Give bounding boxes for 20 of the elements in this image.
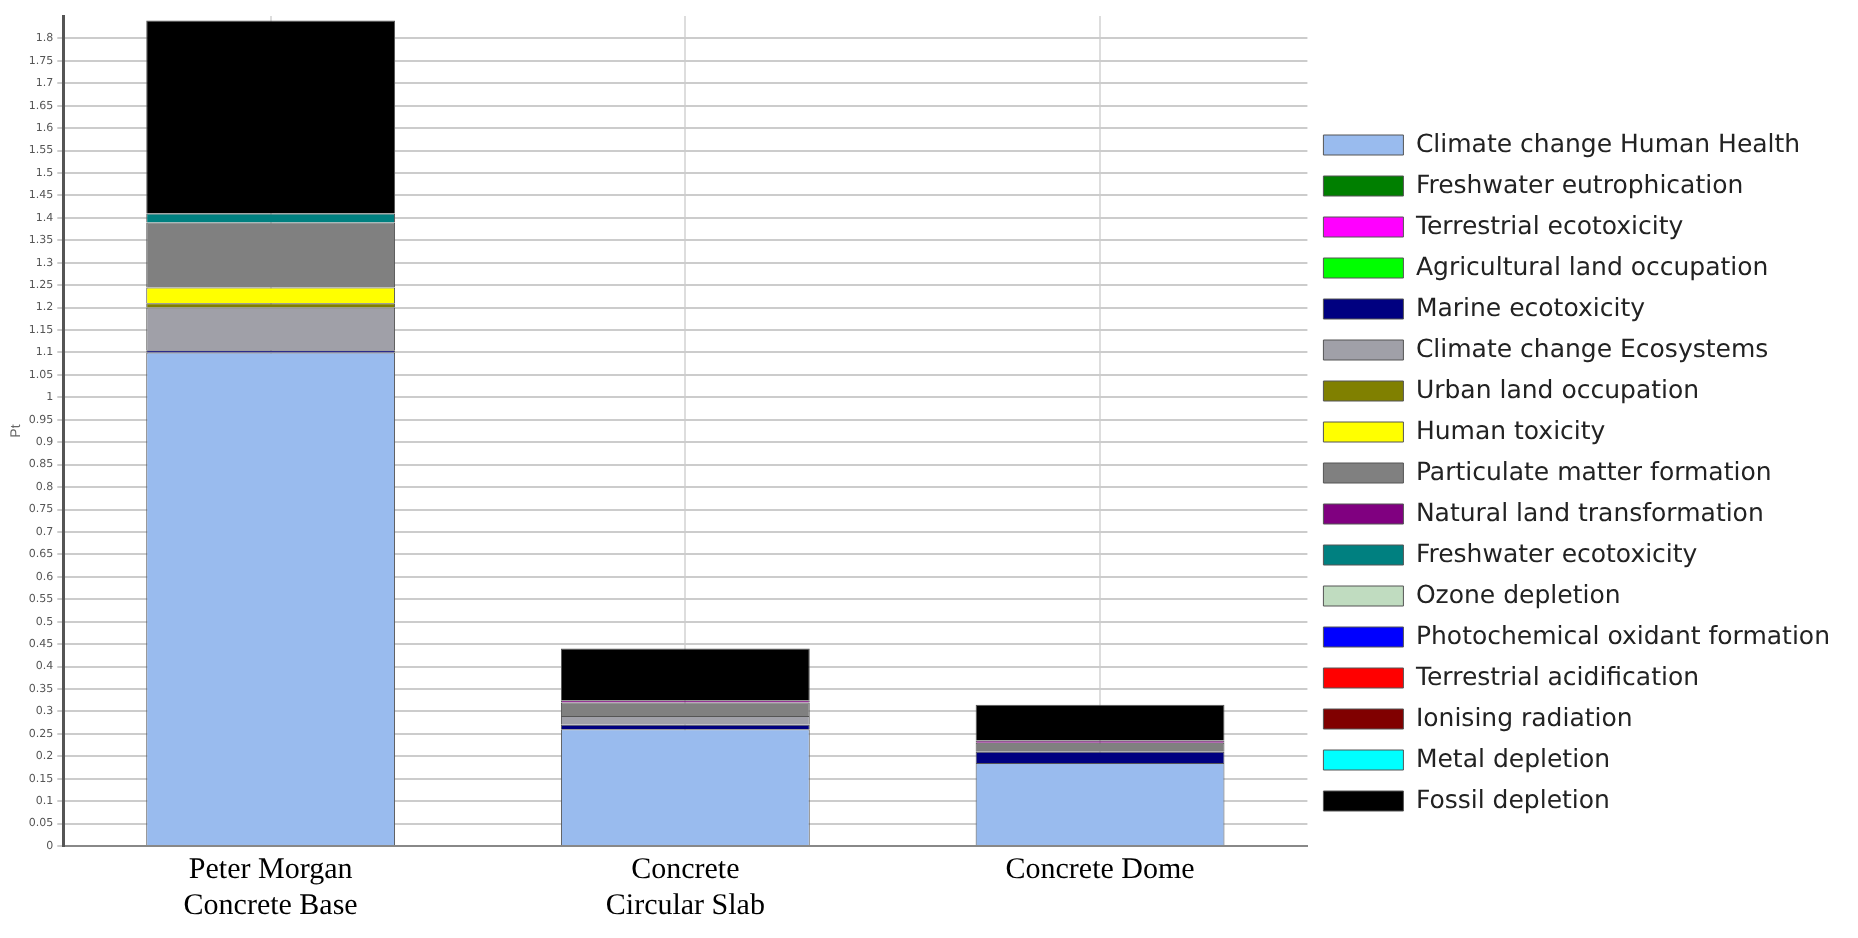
x-tick-label: Concrete Dome — [1005, 853, 1196, 886]
legend-label: Particulate matter formation — [1415, 455, 1772, 486]
legend-label: Climate change Ecosystems — [1415, 332, 1769, 363]
legend-label: Climate change Human Health — [1415, 127, 1801, 158]
legend-label: Terrestrial acidification — [1413, 660, 1700, 691]
legend-label: Agricultural land occupation — [1415, 250, 1769, 281]
legend-label: Human toxicity — [1415, 414, 1607, 445]
legend-label: Urban land occupation — [1415, 373, 1700, 404]
legend-label: Marine ecotoxicity — [1415, 291, 1647, 322]
legend-label: Freshwater ecotoxicity — [1415, 537, 1699, 568]
x-tick-label: Concrete Circular Slab — [605, 853, 765, 922]
legend-label: Terrestrial ecotoxicity — [1413, 209, 1685, 240]
legend-label: Metal depletion — [1415, 742, 1611, 773]
x-tick-label: Peter Morgan Concrete Base — [183, 853, 359, 922]
legend-label: Natural land transformation — [1415, 496, 1764, 527]
legend-label: Freshwater eutrophication — [1415, 168, 1744, 199]
legend-label: Ozone depletion — [1415, 578, 1621, 609]
legend-label: Ionising radiation — [1415, 701, 1633, 732]
legend-label: Fossil depletion — [1415, 783, 1610, 814]
legend-label: Photochemical oxidant formation — [1415, 619, 1831, 650]
